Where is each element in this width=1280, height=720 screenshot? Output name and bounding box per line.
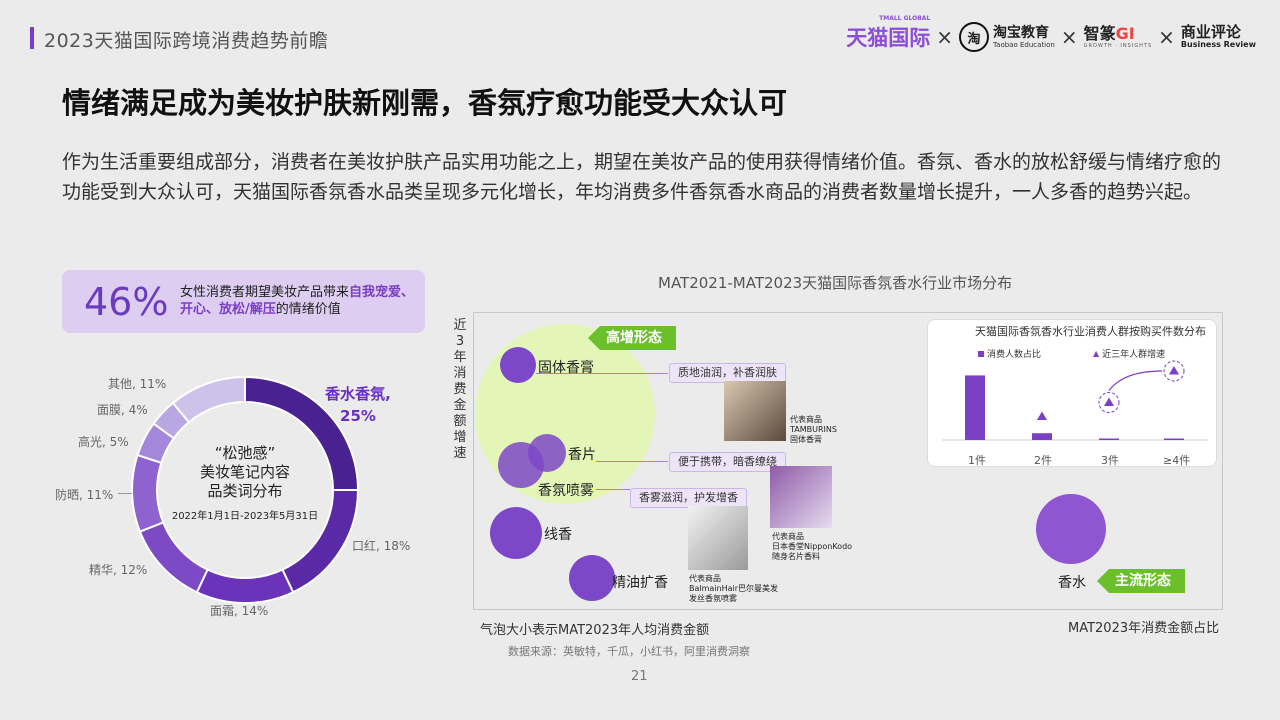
- times-icon: ×: [1158, 25, 1175, 49]
- bubble-fragrance-spray: [498, 442, 544, 488]
- times-icon: ×: [936, 25, 954, 49]
- inset-highlight-ring: [1163, 360, 1185, 382]
- page-number: 21: [631, 669, 648, 684]
- bubble-label: 线香: [544, 527, 572, 543]
- rep-product-tamburins: 代表商品 TAMBURINS 固体香膏: [790, 415, 837, 444]
- legend-square-icon: [978, 350, 984, 357]
- stat-text: 女性消费者期望美妆产品带来自我宠爱、开心、放松/解压的情绪价值: [180, 285, 415, 317]
- connector-line: [536, 373, 668, 374]
- inset-growth-marker: [1104, 397, 1114, 406]
- legend-share: 消费人数占比: [978, 347, 1041, 360]
- callout-solid-balm: 质地油润，补香润肤: [669, 363, 786, 383]
- legend-triangle-icon: ▲: [1093, 349, 1100, 358]
- inset-growth-marker: [1169, 366, 1179, 375]
- bubble-label: 香氛喷雾: [538, 483, 594, 499]
- bubble-chart-x-label: MAT2023年消费金额占比: [1068, 621, 1220, 636]
- tag-high-growth: 高增形态: [588, 326, 676, 350]
- inset-x-tick: ≥4件: [1163, 454, 1191, 467]
- legend-growth: ▲ 近三年人群增速: [1093, 349, 1166, 360]
- donut-center-label: “松弛感” 美妆笔记内容 品类词分布: [199, 444, 290, 500]
- business-review-logo: 商业评论 Business Review: [1180, 23, 1256, 49]
- donut-segment-lipstick: [281, 489, 360, 594]
- inset-x-tick: 3件: [1101, 454, 1119, 467]
- product-image-tamburins: [724, 381, 786, 441]
- inset-bar: [1099, 438, 1119, 440]
- tmall-global-logo: TMALL GLOBAL 天猫国际: [846, 15, 931, 50]
- zhizuan-gi-logo: 智篆GI GROWTH · INSIGHTS: [1083, 23, 1153, 49]
- taobao-education-logo: 淘 淘宝教育 Taobao Education: [959, 22, 1055, 52]
- rep-product-nipponkodo: 代表商品 日本香堂NipponKodo 随身名片香料: [772, 532, 853, 561]
- donut-segment-cream: [195, 568, 295, 604]
- callout-fragrance-spray: 香雾滋润，护发增香: [630, 488, 747, 508]
- donut-label-sunscreen: 防晒, 11%: [55, 488, 114, 502]
- slide-title: 情绪满足成为美妆护肤新刚需，香氛疗愈功能受大众认可: [62, 86, 788, 120]
- donut-label-other: 其他, 11%: [108, 377, 167, 391]
- product-image-balmain: [688, 506, 748, 570]
- inset-chart-title: 天猫国际香氛香水行业消费人群按购买件数分布: [975, 325, 1206, 338]
- leader-line: [118, 493, 132, 494]
- donut-segment-other: [171, 375, 246, 424]
- bubble-chart-y-label: 近3年消费金额增速: [453, 318, 467, 461]
- bubble-chart-title: MAT2021-MAT2023天猫国际香氛香水行业市场分布: [658, 274, 1013, 292]
- donut-label-lipstick: 口红, 18%: [352, 539, 411, 553]
- donut-label-cream: 面霜, 14%: [210, 604, 269, 618]
- inset-highlight-ring: [1098, 392, 1120, 413]
- connector-line: [596, 489, 630, 490]
- bubble-label: 固体香膏: [538, 360, 594, 376]
- bubble-label: 香片: [568, 447, 596, 463]
- donut-segment-sunscreen: [131, 453, 165, 533]
- bubble-perfume: [1036, 494, 1106, 564]
- donut-label-essence: 精华, 12%: [89, 563, 148, 577]
- donut-date-range: 2022年1月1日-2023年5月31日: [171, 511, 319, 522]
- data-source: 数据来源：英敏特，千瓜，小红书，阿里消费洞察: [508, 645, 750, 658]
- donut-label-perfume: 香水香氛, 25%: [325, 385, 391, 425]
- callout-scent-tablet: 便于携带，暗香缭绕: [669, 452, 786, 472]
- bubble-label: 香水: [1058, 575, 1086, 591]
- header-accent-bar: [30, 27, 34, 49]
- connector-line: [596, 461, 668, 462]
- inset-bar: [1164, 438, 1184, 440]
- bubble-solid-balm: [500, 347, 536, 383]
- inset-growth-marker: [970, 422, 980, 431]
- inset-plot: [942, 360, 1208, 441]
- inset-x-tick: 1件: [968, 454, 986, 467]
- bubble-incense: [490, 507, 542, 559]
- report-title: 2023天猫国际跨境消费趋势前瞻: [44, 30, 329, 52]
- bubble-diffuser: [569, 555, 615, 601]
- bubble-size-note: 气泡大小表示MAT2023年人均消费金额: [480, 623, 710, 638]
- tag-mainstream: 主流形态: [1097, 569, 1185, 593]
- donut-chart: [131, 375, 360, 604]
- inset-growth-marker: [1037, 411, 1047, 420]
- donut-segment-essence: [138, 521, 209, 594]
- stat-box: [62, 270, 425, 333]
- times-icon: ×: [1060, 25, 1078, 49]
- inset-bar: [965, 375, 985, 440]
- rep-product-balmain: 代表商品 BalmainHair巴尔曼美发 发丝香氛喷雾: [689, 574, 779, 603]
- donut-label-mask: 面膜, 4%: [97, 403, 148, 417]
- partner-logos: TMALL GLOBAL 天猫国际 × 淘 淘宝教育 Taobao Educatio…: [846, 15, 1256, 52]
- inset-x-tick: 2件: [1034, 454, 1052, 467]
- bubble-label: 精油扩香: [612, 575, 668, 591]
- inset-growth-curve: [1108, 370, 1163, 391]
- slide-description: 作为生活重要组成部分，消费者在美妆护肤产品实用功能之上，期望在美妆产品的使用获得…: [62, 151, 1222, 203]
- inset-bar: [1032, 433, 1052, 440]
- donut-label-highlighter: 高光, 5%: [78, 435, 129, 449]
- stat-value: 46%: [84, 280, 169, 324]
- product-image-nipponkodo: [770, 466, 832, 528]
- bubble-chart-frame: [473, 312, 1223, 610]
